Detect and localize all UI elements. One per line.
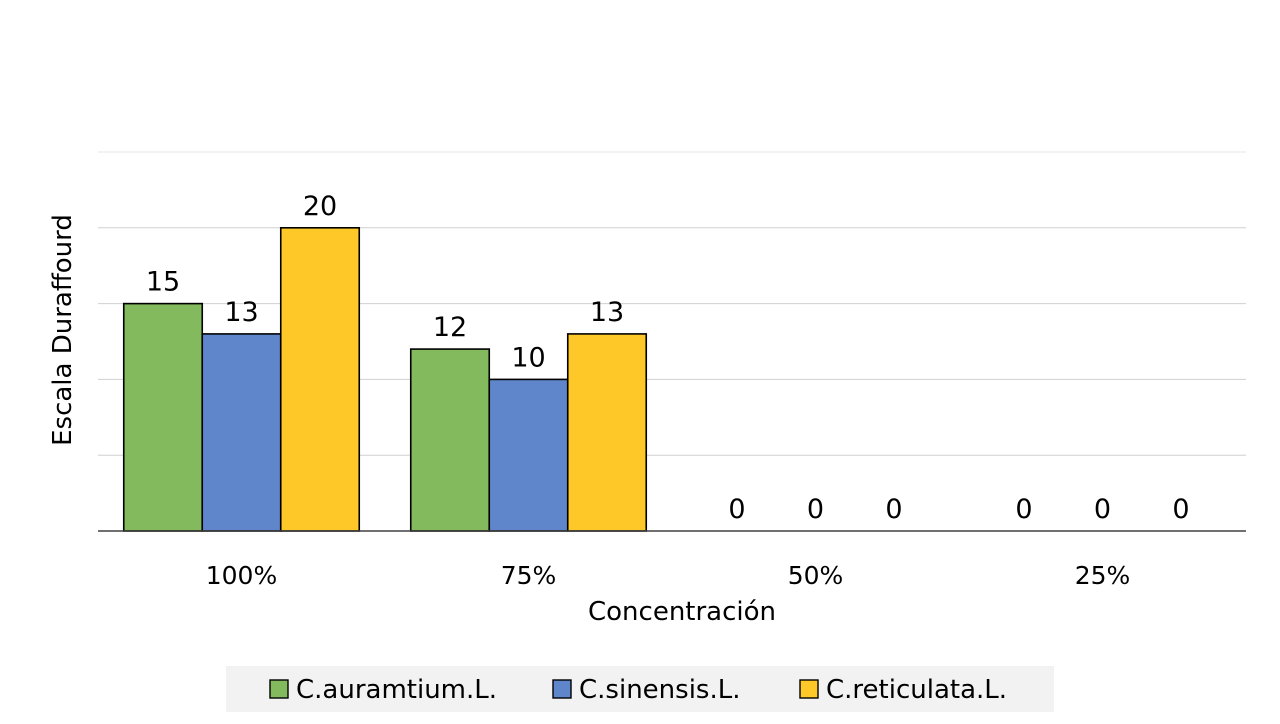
bars [122,227,648,532]
x-axis: 100% 75% 50% 25% [98,530,1246,590]
x-axis-title: Concentración [588,597,776,627]
x-tick-label: 75% [501,561,557,590]
legend-swatch [799,679,819,699]
bar [122,302,204,532]
y-axis-title: Escala Duraffourd [48,214,78,446]
legend-swatch [269,679,289,699]
legend-swatch [552,679,572,699]
x-tick-label: 25% [1075,561,1131,590]
bar [488,378,569,532]
x-tick-label: 100% [206,561,277,590]
data-label: 0 [728,494,745,525]
data-label: 0 [885,494,902,525]
data-label: 0 [807,494,824,525]
legend-label: C.sinensis.L. [579,675,740,705]
data-label: 12 [433,312,467,343]
data-label: 20 [303,191,337,222]
legend-label: C.auramtium.L. [296,675,497,705]
data-label: 0 [1094,494,1111,525]
bar [279,227,361,532]
data-label: 0 [1172,494,1189,525]
data-label: 15 [146,267,180,298]
data-labels: 15 13 20 12 10 13 0 0 0 0 0 0 [146,191,1190,525]
data-label: 10 [511,342,545,373]
bar [566,333,648,532]
legend-box [226,666,1054,712]
data-label: 13 [590,297,624,328]
legend: C.auramtium.L. C.sinensis.L. C.reticulata.… [226,666,1054,712]
x-tick-label: 50% [788,561,844,590]
bar [409,348,491,532]
data-label: 0 [1015,494,1032,525]
bar [201,333,282,532]
legend-label: C.reticulata.L. [826,675,1007,705]
data-label: 13 [224,297,258,328]
